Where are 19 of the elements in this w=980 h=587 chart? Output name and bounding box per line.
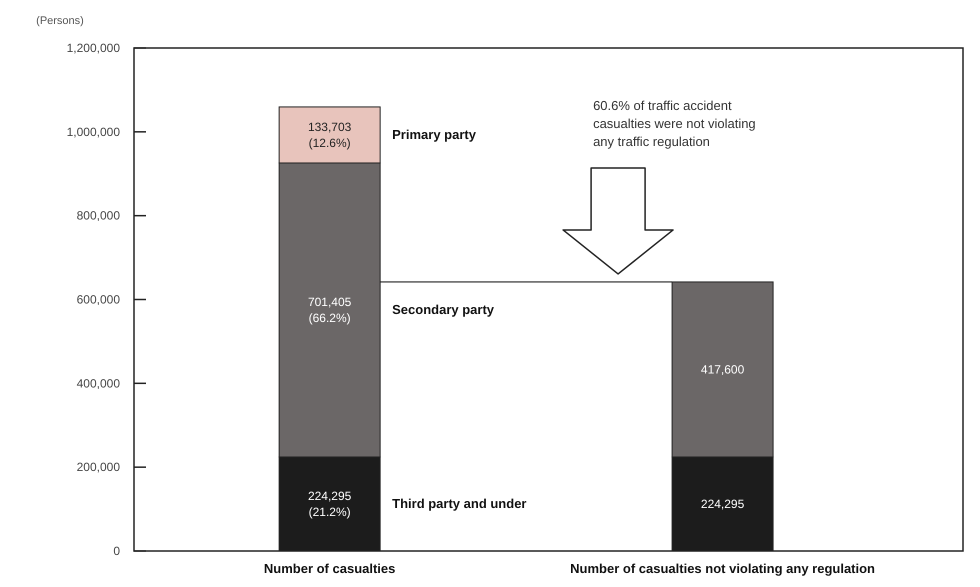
data-label: 133,703 (12.6%) <box>308 120 352 150</box>
y-tick-label: 1,200,000 <box>66 41 120 55</box>
y-tick-label: 200,000 <box>76 460 120 474</box>
data-label: 224,295 <box>700 496 745 511</box>
y-tick-label: 400,000 <box>76 376 120 390</box>
series-label: Secondary party <box>392 302 495 317</box>
annotation: 60.6% of traffic accident casualties were not violating any traffic regulation <box>593 98 756 149</box>
y-tick-label: 1,000,000 <box>66 124 120 139</box>
x-tick-label: Number of casualties not violating any regulation <box>570 561 876 576</box>
series-label: Third party and under <box>392 496 526 511</box>
y-axis-title: (Persons) <box>36 15 84 27</box>
data-label: 701,405 (66.2%) <box>308 294 352 325</box>
data-label: 224,295 (21.2%) <box>308 488 352 519</box>
data-label: 417,600 <box>700 362 745 376</box>
x-tick-label: Number of casualties <box>264 561 396 576</box>
series-label: Primary party <box>392 126 477 142</box>
y-tick-label: 800,000 <box>76 208 120 223</box>
y-tick-label: 600,000 <box>76 292 120 306</box>
y-tick-label: 0 <box>113 544 120 558</box>
